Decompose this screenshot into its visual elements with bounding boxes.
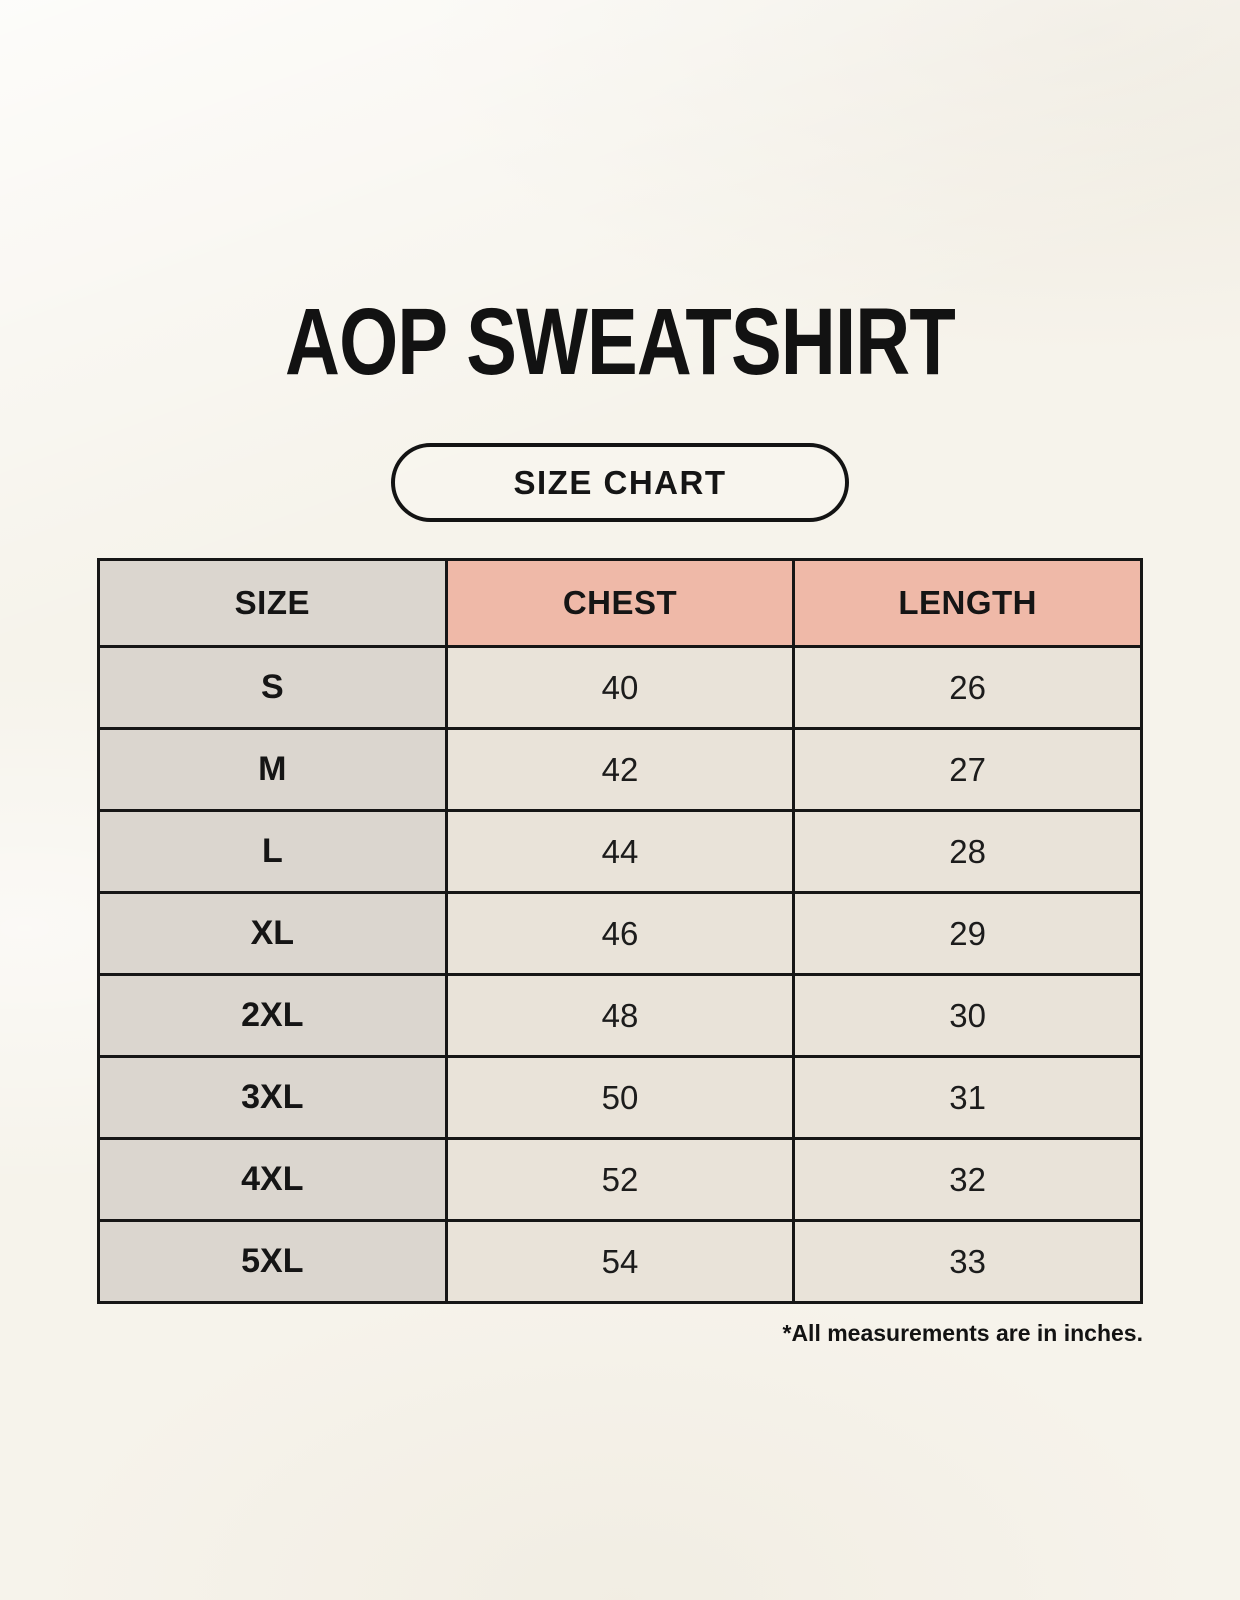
length-cell: 31 [792,1055,1143,1140]
table-row: 4XL 52 32 [97,1137,1143,1222]
length-cell: 32 [792,1137,1143,1222]
size-cell: XL [97,891,448,976]
column-header-length: LENGTH [792,558,1143,648]
chest-cell: 52 [444,1137,796,1222]
table-header: SIZE CHEST LENGTH [97,558,1143,648]
chest-cell: 54 [444,1219,796,1304]
size-cell: M [97,727,448,812]
size-chart-pill-label: SIZE CHART [513,463,727,501]
length-cell: 28 [792,809,1143,894]
chest-cell: 44 [444,809,796,894]
table-row: S 40 26 [97,645,1143,730]
table-body: S 40 26 M 42 27 L 44 28 XL 46 29 2XL 48 [97,645,1143,1304]
size-chart-pill: SIZE CHART [391,443,849,522]
size-cell: L [97,809,448,894]
size-cell: 4XL [97,1137,448,1222]
chest-cell: 42 [444,727,796,812]
table-row: L 44 28 [97,809,1143,894]
table-row: XL 46 29 [97,891,1143,976]
length-cell: 29 [792,891,1143,976]
table-row: 3XL 50 31 [97,1055,1143,1140]
chest-cell: 48 [444,973,796,1058]
column-header-size: SIZE [97,558,448,648]
size-cell: 3XL [97,1055,448,1140]
chest-cell: 50 [444,1055,796,1140]
page-title: AOP SWEATSHIRT [284,289,956,395]
column-header-chest: CHEST [444,558,796,648]
length-cell: 33 [792,1219,1143,1304]
size-cell: 2XL [97,973,448,1058]
header-row: SIZE CHEST LENGTH [97,558,1143,648]
size-cell: 5XL [97,1219,448,1304]
size-cell: S [97,645,448,730]
table-row: 2XL 48 30 [97,973,1143,1058]
table-row: M 42 27 [97,727,1143,812]
length-cell: 30 [792,973,1143,1058]
chest-cell: 40 [444,645,796,730]
measurements-footnote: *All measurements are in inches. [782,1320,1144,1346]
chest-cell: 46 [444,891,796,976]
size-chart-table: SIZE CHEST LENGTH S 40 26 M 42 27 L 44 2… [97,558,1143,1304]
table-row: 5XL 54 33 [97,1219,1143,1304]
length-cell: 27 [792,727,1143,812]
length-cell: 26 [792,645,1143,730]
